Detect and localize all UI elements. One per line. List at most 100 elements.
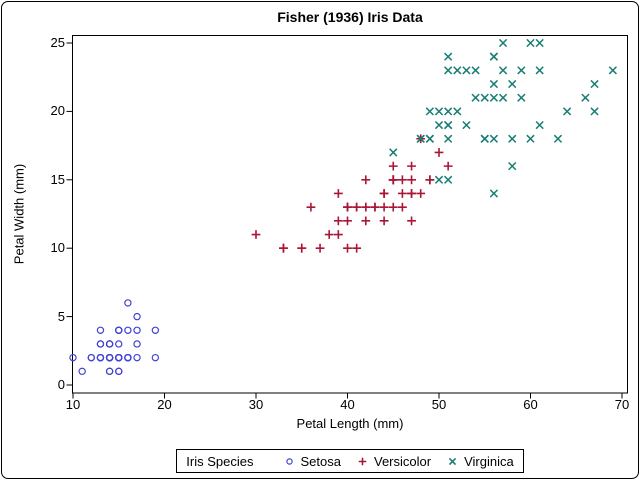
- series-virginica: [389, 38, 617, 198]
- data-point: [453, 107, 462, 116]
- data-point: [498, 66, 508, 75]
- data-point: [407, 189, 416, 198]
- data-point: [124, 299, 132, 307]
- data-point: [96, 340, 105, 348]
- legend-entry-setosa: Setosa: [283, 454, 341, 469]
- y-tick-label: 0: [57, 377, 65, 392]
- x-tick-label: 30: [248, 397, 264, 412]
- data-point: [489, 93, 499, 102]
- data-point: [388, 202, 398, 212]
- data-point: [379, 189, 389, 198]
- data-point: [444, 134, 453, 143]
- data-point: [517, 66, 526, 75]
- data-point: [517, 93, 526, 102]
- x-tick-label: 70: [614, 397, 630, 412]
- data-point: [471, 93, 480, 102]
- data-point: [489, 134, 499, 143]
- data-point: [333, 189, 343, 198]
- x-tick-label: 10: [65, 397, 81, 412]
- data-point: [306, 202, 316, 212]
- data-point: [352, 243, 362, 253]
- y-tick-label: 25: [50, 35, 65, 50]
- data-point: [416, 134, 425, 143]
- legend-entry-label: Virginica: [464, 453, 514, 469]
- plus-marker-icon: [358, 457, 367, 465]
- data-point: [407, 175, 416, 185]
- legend-entry-label: Versicolor: [373, 453, 432, 469]
- legend: Iris Species Setosa Versicolor Virginica: [72, 449, 628, 473]
- data-point: [407, 161, 416, 171]
- series-versicolor: [251, 134, 453, 253]
- data-point: [535, 38, 544, 48]
- data-point: [343, 216, 352, 226]
- legend-entry-versicolor: Versicolor: [356, 454, 431, 469]
- data-point: [526, 38, 535, 48]
- data-point: [535, 66, 544, 75]
- data-point: [407, 216, 416, 226]
- data-point: [443, 161, 453, 171]
- data-point: [361, 202, 371, 212]
- data-point: [508, 161, 517, 171]
- data-point: [498, 38, 508, 48]
- data-point: [425, 175, 435, 185]
- y-tick-label: 15: [50, 171, 65, 187]
- data-point: [358, 457, 367, 465]
- data-point: [115, 340, 123, 348]
- x-tick-label: 20: [157, 397, 172, 412]
- data-point: [526, 134, 535, 143]
- data-point: [133, 353, 141, 362]
- data-point: [480, 93, 489, 102]
- legend-title: Iris Species: [186, 453, 254, 469]
- data-point: [434, 107, 444, 116]
- data-point: [590, 107, 599, 116]
- data-point: [105, 367, 114, 376]
- data-point: [462, 120, 471, 130]
- data-point: [498, 93, 508, 102]
- data-point: [425, 107, 434, 116]
- data-point: [251, 230, 261, 239]
- data-point: [361, 175, 371, 185]
- data-point: [343, 243, 352, 253]
- data-point: [535, 120, 544, 130]
- data-point: [398, 202, 407, 212]
- data-point: [379, 202, 389, 212]
- data-point: [416, 189, 426, 198]
- data-point: [398, 189, 407, 198]
- y-tick-label: 10: [50, 240, 65, 256]
- data-point: [370, 202, 380, 212]
- data-point: [115, 367, 123, 376]
- data-point: [389, 148, 398, 157]
- data-point: [297, 243, 307, 253]
- y-axis-label: Petal Width (mm): [11, 163, 27, 265]
- data-point: [151, 353, 160, 362]
- data-point: [105, 353, 114, 362]
- data-point: [352, 202, 362, 212]
- data-point: [434, 120, 444, 130]
- data-point: [315, 243, 325, 253]
- y-tick-label: 20: [50, 103, 65, 119]
- data-point: [388, 175, 398, 185]
- x-tick-label: 50: [431, 397, 447, 412]
- data-point: [133, 312, 141, 321]
- data-point: [324, 230, 334, 239]
- data-point: [444, 120, 453, 130]
- data-point: [434, 175, 444, 184]
- data-point: [581, 93, 590, 102]
- data-point: [434, 148, 444, 157]
- data-point: [562, 107, 572, 116]
- data-point: [388, 161, 398, 171]
- data-point: [105, 340, 114, 348]
- data-point: [444, 52, 453, 61]
- legend-entry-label: Setosa: [300, 453, 341, 469]
- data-point: [115, 326, 123, 334]
- data-point: [87, 353, 96, 362]
- data-point: [78, 367, 86, 376]
- data-point: [333, 216, 343, 226]
- chart-title: Fisher (1936) Iris Data: [277, 9, 423, 25]
- data-point: [425, 134, 434, 143]
- data-point: [590, 79, 599, 89]
- data-point: [333, 230, 343, 239]
- data-point: [489, 52, 499, 61]
